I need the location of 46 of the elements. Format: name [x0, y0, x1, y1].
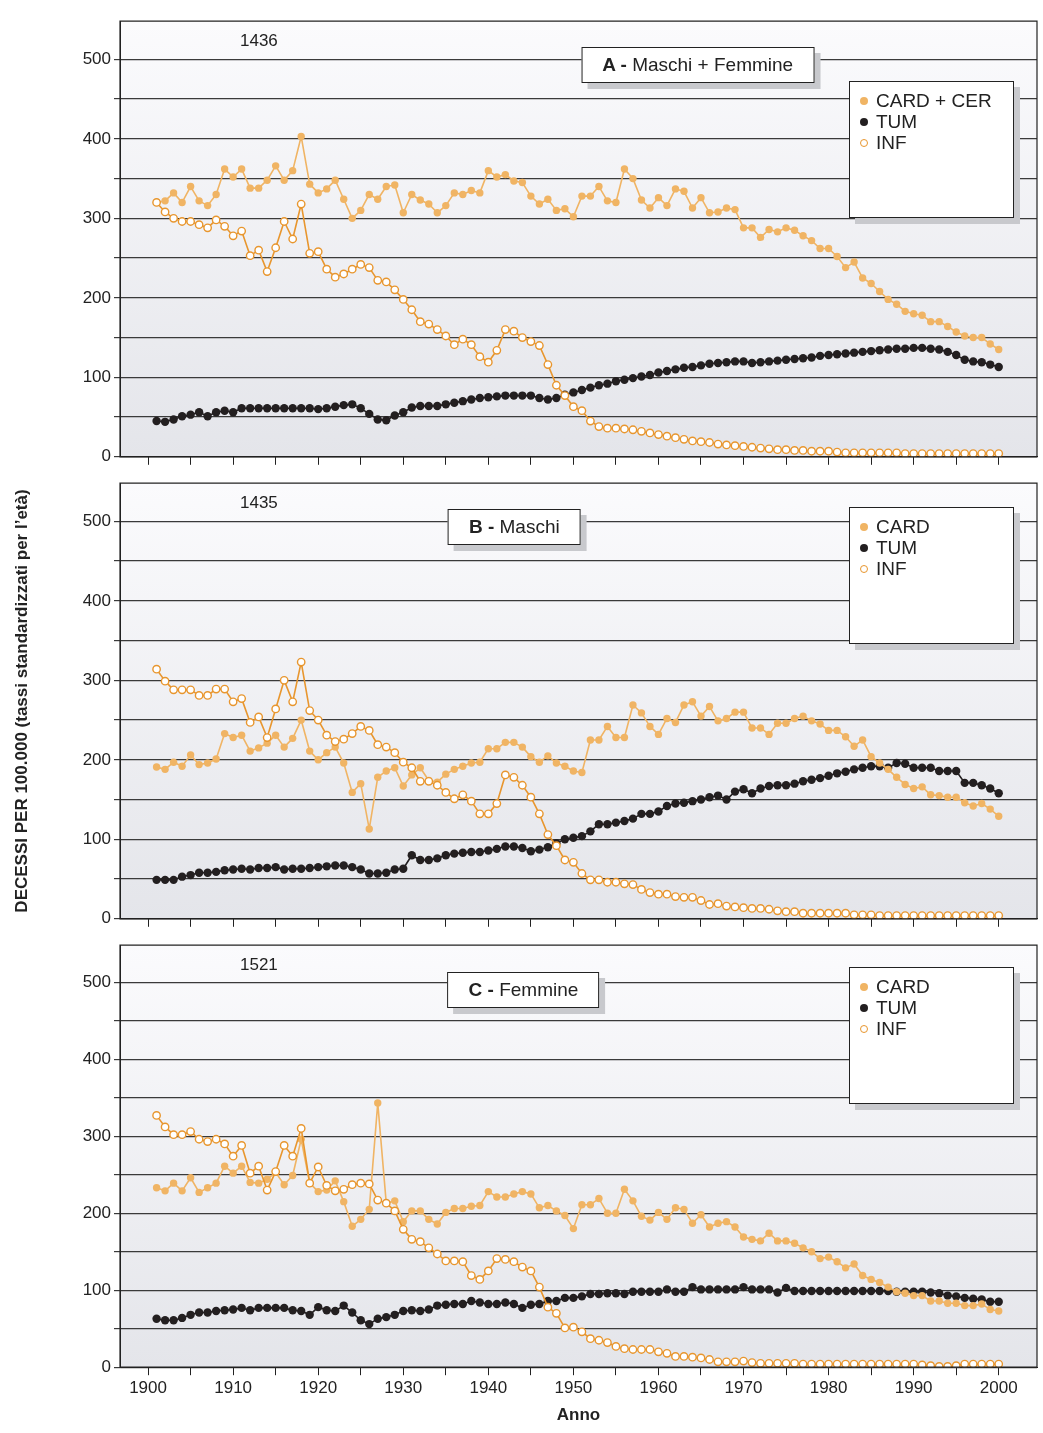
- legend-label: TUM: [876, 111, 918, 132]
- legend-label: TUM: [876, 997, 918, 1018]
- legend-label: CARD + CER: [876, 90, 992, 111]
- legend-label: INF: [876, 558, 907, 579]
- y-tick-label: 0: [101, 908, 111, 928]
- x-tick-label: 1900: [129, 1378, 167, 1398]
- y-tick-label: 100: [82, 367, 111, 386]
- x-tick-label: 1990: [894, 1378, 933, 1398]
- text: B - Maschi: [447, 509, 581, 545]
- x-axis-title: Anno: [556, 1405, 601, 1425]
- y-tick-label: 200: [82, 287, 111, 307]
- legend-label: INF: [876, 1018, 907, 1039]
- y-tick-label: 500: [82, 49, 111, 69]
- legend-label: INF: [876, 132, 907, 153]
- y-tick-label: 100: [82, 1279, 111, 1299]
- x-tick-label: 1970: [724, 1378, 763, 1398]
- y-tick-label: 300: [82, 208, 111, 228]
- legend-label: CARD: [876, 976, 930, 997]
- y-axis-title: DECESSI PER 100.000 (tassi standardizzati per l’età): [11, 489, 31, 913]
- x-tick-label: 1950: [554, 1378, 593, 1398]
- y-tick-label: 0: [101, 1356, 111, 1376]
- text: C - Femmine: [447, 972, 600, 1008]
- x-tick-label: 1910: [214, 1378, 253, 1398]
- legend-label: CARD: [876, 516, 930, 537]
- x-tick-label: 1930: [384, 1378, 423, 1398]
- y-tick-label: 500: [82, 511, 111, 531]
- x-tick-label: 1980: [809, 1378, 848, 1398]
- x-tick-label: 1940: [469, 1378, 508, 1398]
- legend-label: TUM: [876, 537, 918, 558]
- y-tick-label: 200: [82, 749, 111, 769]
- y-tick-label: 400: [82, 1048, 111, 1068]
- y-tick-label: 300: [82, 1125, 111, 1145]
- annotation: 1436: [240, 30, 278, 50]
- y-tick-label: 0: [101, 446, 111, 466]
- y-tick-label: 200: [82, 1202, 111, 1222]
- x-tick-label: 2000: [979, 1378, 1018, 1398]
- x-tick-label: 1960: [639, 1378, 678, 1398]
- text: A - Maschi + Femmine: [581, 47, 815, 83]
- y-tick-label: 400: [82, 128, 111, 148]
- y-tick-label: 500: [82, 971, 111, 991]
- annotation: 1435: [240, 492, 278, 512]
- annotation: 1521: [240, 954, 278, 974]
- y-tick-label: 300: [82, 670, 111, 690]
- y-tick-label: 100: [82, 829, 111, 848]
- x-tick-label: 1920: [299, 1378, 338, 1398]
- y-tick-label: 400: [82, 590, 111, 610]
